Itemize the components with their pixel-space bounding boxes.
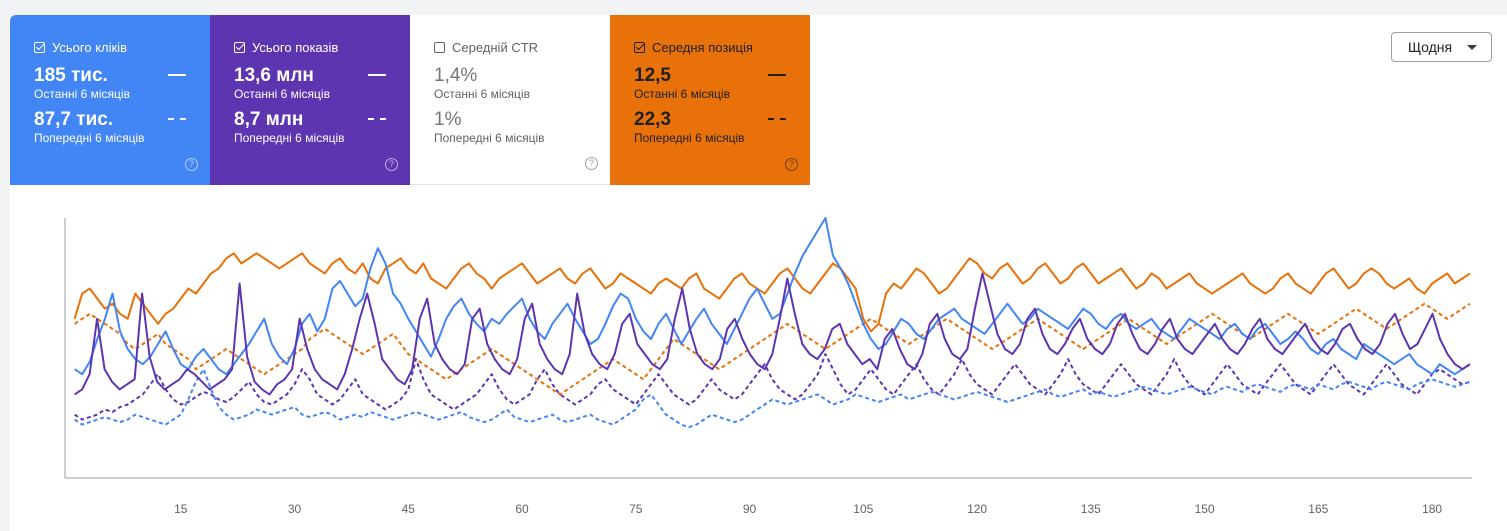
help-icon[interactable]: ? bbox=[785, 158, 798, 171]
previous-period-label: Попередні 6 місяців bbox=[234, 131, 345, 145]
tile-label: Середня позиція bbox=[652, 39, 753, 55]
metric-tiles: Усього кліків 185 тис. Останні 6 місяців … bbox=[10, 15, 810, 185]
x-tick-label: 150 bbox=[1195, 502, 1215, 516]
current-period-label: Останні 6 місяців bbox=[234, 87, 330, 101]
series-line-2 bbox=[74, 368, 1471, 429]
x-tick-label: 120 bbox=[967, 502, 987, 516]
series-line-3 bbox=[74, 272, 1471, 396]
previous-value: 1% bbox=[434, 109, 462, 130]
performance-chart: 15 30 45 60 75 90 105 120 135 150 165 180 bbox=[64, 217, 1472, 516]
solid-line-legend-icon bbox=[768, 74, 786, 76]
checkbox-icon[interactable] bbox=[234, 41, 245, 53]
dashed-line-legend-icon bbox=[768, 118, 786, 120]
series-line-4 bbox=[74, 353, 1471, 421]
previous-value: 87,7 тис. bbox=[34, 109, 114, 130]
series-line-1 bbox=[74, 217, 1471, 376]
current-value: 185 тис. bbox=[34, 65, 108, 86]
checkbox-icon[interactable] bbox=[34, 41, 45, 53]
previous-value: 22,3 bbox=[634, 109, 671, 130]
tile-label: Усього кліків bbox=[52, 39, 127, 55]
checkbox-icon[interactable] bbox=[634, 41, 645, 53]
x-tick-label: 105 bbox=[853, 502, 873, 516]
series-line-5 bbox=[73, 252, 1471, 333]
current-period-label: Останні 6 місяців bbox=[34, 87, 130, 101]
x-tick-label: 165 bbox=[1308, 502, 1328, 516]
x-tick-labels: 15 30 45 60 75 90 105 120 135 150 165 180 bbox=[174, 502, 1442, 516]
x-tick-label: 180 bbox=[1422, 502, 1442, 516]
solid-line-legend-icon bbox=[168, 74, 186, 76]
help-icon[interactable]: ? bbox=[585, 157, 598, 170]
series-layer bbox=[73, 217, 1471, 429]
granularity-dropdown[interactable]: Щодня bbox=[1391, 32, 1492, 62]
tile-average-ctr[interactable]: Середній CTR 1,4% Останні 6 місяців 1% Поп… bbox=[410, 15, 610, 185]
x-tick-label: 90 bbox=[743, 502, 757, 516]
current-value: 13,6 млн bbox=[234, 65, 314, 86]
tile-label: Усього показів bbox=[252, 39, 339, 55]
previous-value: 8,7 млн bbox=[234, 109, 304, 130]
x-tick-label: 60 bbox=[515, 502, 529, 516]
x-tick-label: 135 bbox=[1081, 502, 1101, 516]
checkbox-icon[interactable] bbox=[434, 41, 445, 53]
caret-down-icon bbox=[1467, 45, 1477, 50]
help-icon[interactable]: ? bbox=[385, 158, 398, 171]
x-tick-label: 30 bbox=[288, 502, 302, 516]
x-tick-label: 75 bbox=[629, 502, 643, 516]
previous-period-label: Попередні 6 місяців bbox=[34, 131, 145, 145]
current-period-label: Останні 6 місяців bbox=[434, 87, 530, 101]
x-tick-label: 45 bbox=[402, 502, 416, 516]
series-line-6 bbox=[74, 302, 1471, 396]
granularity-value: Щодня bbox=[1408, 39, 1453, 55]
previous-period-label: Попередні 6 місяців bbox=[434, 131, 545, 145]
tile-label: Середній CTR bbox=[452, 39, 539, 55]
current-value: 1,4% bbox=[434, 65, 478, 86]
tile-average-position[interactable]: Середня позиція 12,5 Останні 6 місяців 22… bbox=[610, 15, 810, 185]
tile-total-clicks[interactable]: Усього кліків 185 тис. Останні 6 місяців … bbox=[10, 15, 210, 185]
x-tick-label: 15 bbox=[174, 502, 188, 516]
current-value: 12,5 bbox=[634, 65, 671, 86]
tile-total-impressions[interactable]: Усього показів 13,6 млн Останні 6 місяців… bbox=[210, 15, 410, 185]
solid-line-legend-icon bbox=[368, 74, 386, 76]
performance-card: Усього кліків 185 тис. Останні 6 місяців … bbox=[10, 15, 1507, 531]
dashed-line-legend-icon bbox=[368, 118, 386, 120]
dashed-line-legend-icon bbox=[168, 118, 186, 120]
help-icon[interactable]: ? bbox=[185, 158, 198, 171]
previous-period-label: Попередні 6 місяців bbox=[634, 131, 745, 145]
current-period-label: Останні 6 місяців bbox=[634, 87, 730, 101]
